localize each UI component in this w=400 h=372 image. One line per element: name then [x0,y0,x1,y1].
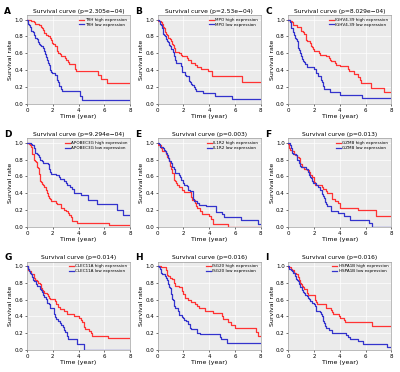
X-axis label: Time (year): Time (year) [322,360,358,365]
Legend: CLEC11A high expression, CLEC11A low expression: CLEC11A high expression, CLEC11A low exp… [68,264,128,274]
X-axis label: Time (year): Time (year) [60,360,97,365]
Text: A: A [4,6,11,16]
Title: Survival curve (p=8.029e−04): Survival curve (p=8.029e−04) [294,9,386,14]
X-axis label: Time (year): Time (year) [191,360,227,365]
Title: Survival curve (p=0.013): Survival curve (p=0.013) [302,132,377,137]
Y-axis label: Survival rate: Survival rate [270,163,274,203]
Legend: IGHV4-39 high expression, IGHV4-39 low expression: IGHV4-39 high expression, IGHV4-39 low e… [328,17,389,28]
Title: Survival curve (p=0.016): Survival curve (p=0.016) [302,255,377,260]
X-axis label: Time (year): Time (year) [60,237,97,242]
Text: C: C [266,6,272,16]
Y-axis label: Survival rate: Survival rate [270,286,274,326]
Title: Survival curve (p=9.294e−04): Survival curve (p=9.294e−04) [33,132,124,137]
Legend: GZMB high expression, GZMB low expression: GZMB high expression, GZMB low expressio… [335,141,389,151]
Text: G: G [4,253,12,262]
Y-axis label: Survival rate: Survival rate [270,39,274,80]
Legend: APOBEC3G high expression, APOBEC3G low expression: APOBEC3G high expression, APOBEC3G low e… [64,141,128,151]
Y-axis label: Survival rate: Survival rate [139,39,144,80]
Text: I: I [266,253,269,262]
Text: E: E [135,129,141,139]
Y-axis label: Survival rate: Survival rate [139,286,144,326]
Title: Survival curve (p=0.016): Survival curve (p=0.016) [172,255,247,260]
Legend: TRH high expression, TRH low expression: TRH high expression, TRH low expression [78,17,128,28]
Y-axis label: Survival rate: Survival rate [8,286,13,326]
Title: Survival curve (p=0.003): Survival curve (p=0.003) [172,132,247,137]
Legend: IL1R2 high expression, IL1R2 low expression: IL1R2 high expression, IL1R2 low express… [206,141,259,151]
Text: F: F [266,129,272,139]
Text: D: D [4,129,12,139]
Text: H: H [135,253,142,262]
X-axis label: Time (year): Time (year) [191,237,227,242]
Y-axis label: Survival rate: Survival rate [8,163,13,203]
Text: B: B [135,6,142,16]
Legend: HSPA1B high expression, HSPA1B low expression: HSPA1B high expression, HSPA1B low expre… [332,264,389,274]
X-axis label: Time (year): Time (year) [322,237,358,242]
Title: Survival curve (p=2.53e−04): Survival curve (p=2.53e−04) [165,9,253,14]
Y-axis label: Survival rate: Survival rate [8,39,13,80]
Title: Survival curve (p=0.014): Survival curve (p=0.014) [41,255,116,260]
X-axis label: Time (year): Time (year) [322,114,358,119]
Title: Survival curve (p=2.305e−04): Survival curve (p=2.305e−04) [33,9,124,14]
Legend: MPO high expression, MPO low expression: MPO high expression, MPO low expression [208,17,259,28]
Legend: ISG20 high expression, ISG20 low expression: ISG20 high expression, ISG20 low express… [205,264,259,274]
X-axis label: Time (year): Time (year) [60,114,97,119]
Y-axis label: Survival rate: Survival rate [139,163,144,203]
X-axis label: Time (year): Time (year) [191,114,227,119]
